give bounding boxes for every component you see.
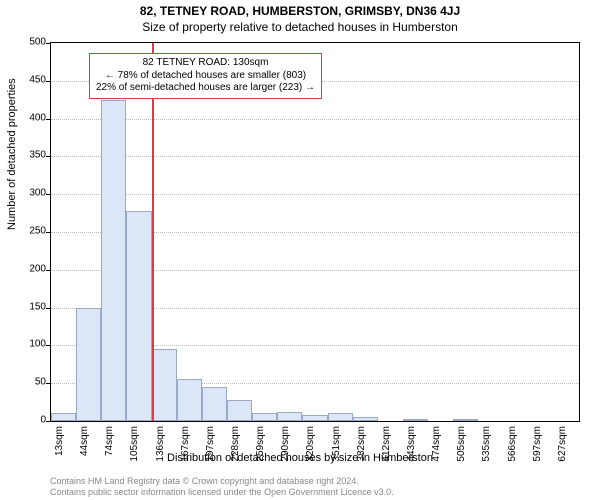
footer-attribution: Contains HM Land Registry data © Crown c… bbox=[50, 476, 394, 498]
histogram-bar bbox=[227, 400, 252, 421]
chart-titles: 82, TETNEY ROAD, HUMBERSTON, GRIMSBY, DN… bbox=[0, 0, 600, 34]
ytick-label: 500 bbox=[16, 37, 46, 48]
histogram-bar bbox=[302, 415, 327, 421]
callout-box: 82 TETNEY ROAD: 130sqm← 78% of detached … bbox=[89, 53, 322, 99]
ytick-mark bbox=[46, 345, 51, 346]
xtick-label: 597sqm bbox=[532, 426, 543, 476]
xtick-label: 167sqm bbox=[180, 426, 191, 476]
ytick-label: 350 bbox=[16, 150, 46, 161]
footer-line1: Contains HM Land Registry data © Crown c… bbox=[50, 476, 394, 487]
xtick-label: 412sqm bbox=[381, 426, 392, 476]
title-line1: 82, TETNEY ROAD, HUMBERSTON, GRIMSBY, DN… bbox=[0, 4, 600, 18]
xtick-label: 351sqm bbox=[331, 426, 342, 476]
ytick-label: 50 bbox=[16, 377, 46, 388]
histogram-bar bbox=[51, 413, 76, 421]
ytick-mark bbox=[46, 194, 51, 195]
ytick-label: 450 bbox=[16, 74, 46, 85]
plot-area: 82 TETNEY ROAD: 130sqm← 78% of detached … bbox=[50, 42, 580, 422]
histogram-bar bbox=[252, 413, 277, 421]
histogram-bar bbox=[177, 379, 202, 421]
xtick-label: 566sqm bbox=[507, 426, 518, 476]
ytick-label: 300 bbox=[16, 188, 46, 199]
gridline bbox=[51, 194, 579, 195]
ytick-mark bbox=[46, 421, 51, 422]
xtick-label: 474sqm bbox=[431, 426, 442, 476]
ytick-label: 250 bbox=[16, 226, 46, 237]
gridline bbox=[51, 156, 579, 157]
title-line2: Size of property relative to detached ho… bbox=[0, 20, 600, 34]
xtick-label: 505sqm bbox=[456, 426, 467, 476]
histogram-bar bbox=[328, 413, 353, 421]
gridline bbox=[51, 119, 579, 120]
ytick-label: 0 bbox=[16, 415, 46, 426]
histogram-bar bbox=[353, 417, 378, 421]
histogram-bar bbox=[152, 349, 177, 421]
xtick-label: 320sqm bbox=[305, 426, 316, 476]
marker-line bbox=[152, 43, 154, 421]
xtick-label: 290sqm bbox=[280, 426, 291, 476]
callout-line1: 82 TETNEY ROAD: 130sqm bbox=[96, 57, 315, 70]
histogram-bar bbox=[403, 419, 428, 421]
xtick-label: 44sqm bbox=[79, 426, 90, 476]
ytick-label: 400 bbox=[16, 112, 46, 123]
xtick-label: 228sqm bbox=[230, 426, 241, 476]
xtick-label: 136sqm bbox=[155, 426, 166, 476]
ytick-mark bbox=[46, 308, 51, 309]
xtick-label: 535sqm bbox=[481, 426, 492, 476]
ytick-mark bbox=[46, 383, 51, 384]
histogram-bar bbox=[126, 211, 151, 421]
ytick-label: 200 bbox=[16, 263, 46, 274]
xtick-label: 13sqm bbox=[54, 426, 65, 476]
histogram-bar bbox=[101, 100, 126, 421]
ytick-mark bbox=[46, 156, 51, 157]
ytick-mark bbox=[46, 232, 51, 233]
footer-line2: Contains public sector information licen… bbox=[50, 487, 394, 498]
histogram-plot: 82 TETNEY ROAD: 130sqm← 78% of detached … bbox=[50, 42, 580, 422]
xtick-label: 443sqm bbox=[406, 426, 417, 476]
xtick-label: 382sqm bbox=[356, 426, 367, 476]
ytick-label: 150 bbox=[16, 301, 46, 312]
xtick-label: 627sqm bbox=[557, 426, 568, 476]
xtick-label: 105sqm bbox=[129, 426, 140, 476]
callout-line3: 22% of semi-detached houses are larger (… bbox=[96, 82, 315, 95]
histogram-bar bbox=[453, 419, 478, 421]
xtick-label: 74sqm bbox=[104, 426, 115, 476]
xtick-label: 259sqm bbox=[255, 426, 266, 476]
ytick-label: 100 bbox=[16, 339, 46, 350]
ytick-mark bbox=[46, 119, 51, 120]
histogram-bar bbox=[277, 412, 302, 421]
ytick-mark bbox=[46, 43, 51, 44]
ytick-mark bbox=[46, 270, 51, 271]
histogram-bar bbox=[76, 308, 101, 421]
xtick-label: 197sqm bbox=[205, 426, 216, 476]
callout-line2: ← 78% of detached houses are smaller (80… bbox=[96, 70, 315, 83]
ytick-mark bbox=[46, 81, 51, 82]
histogram-bar bbox=[202, 387, 227, 421]
